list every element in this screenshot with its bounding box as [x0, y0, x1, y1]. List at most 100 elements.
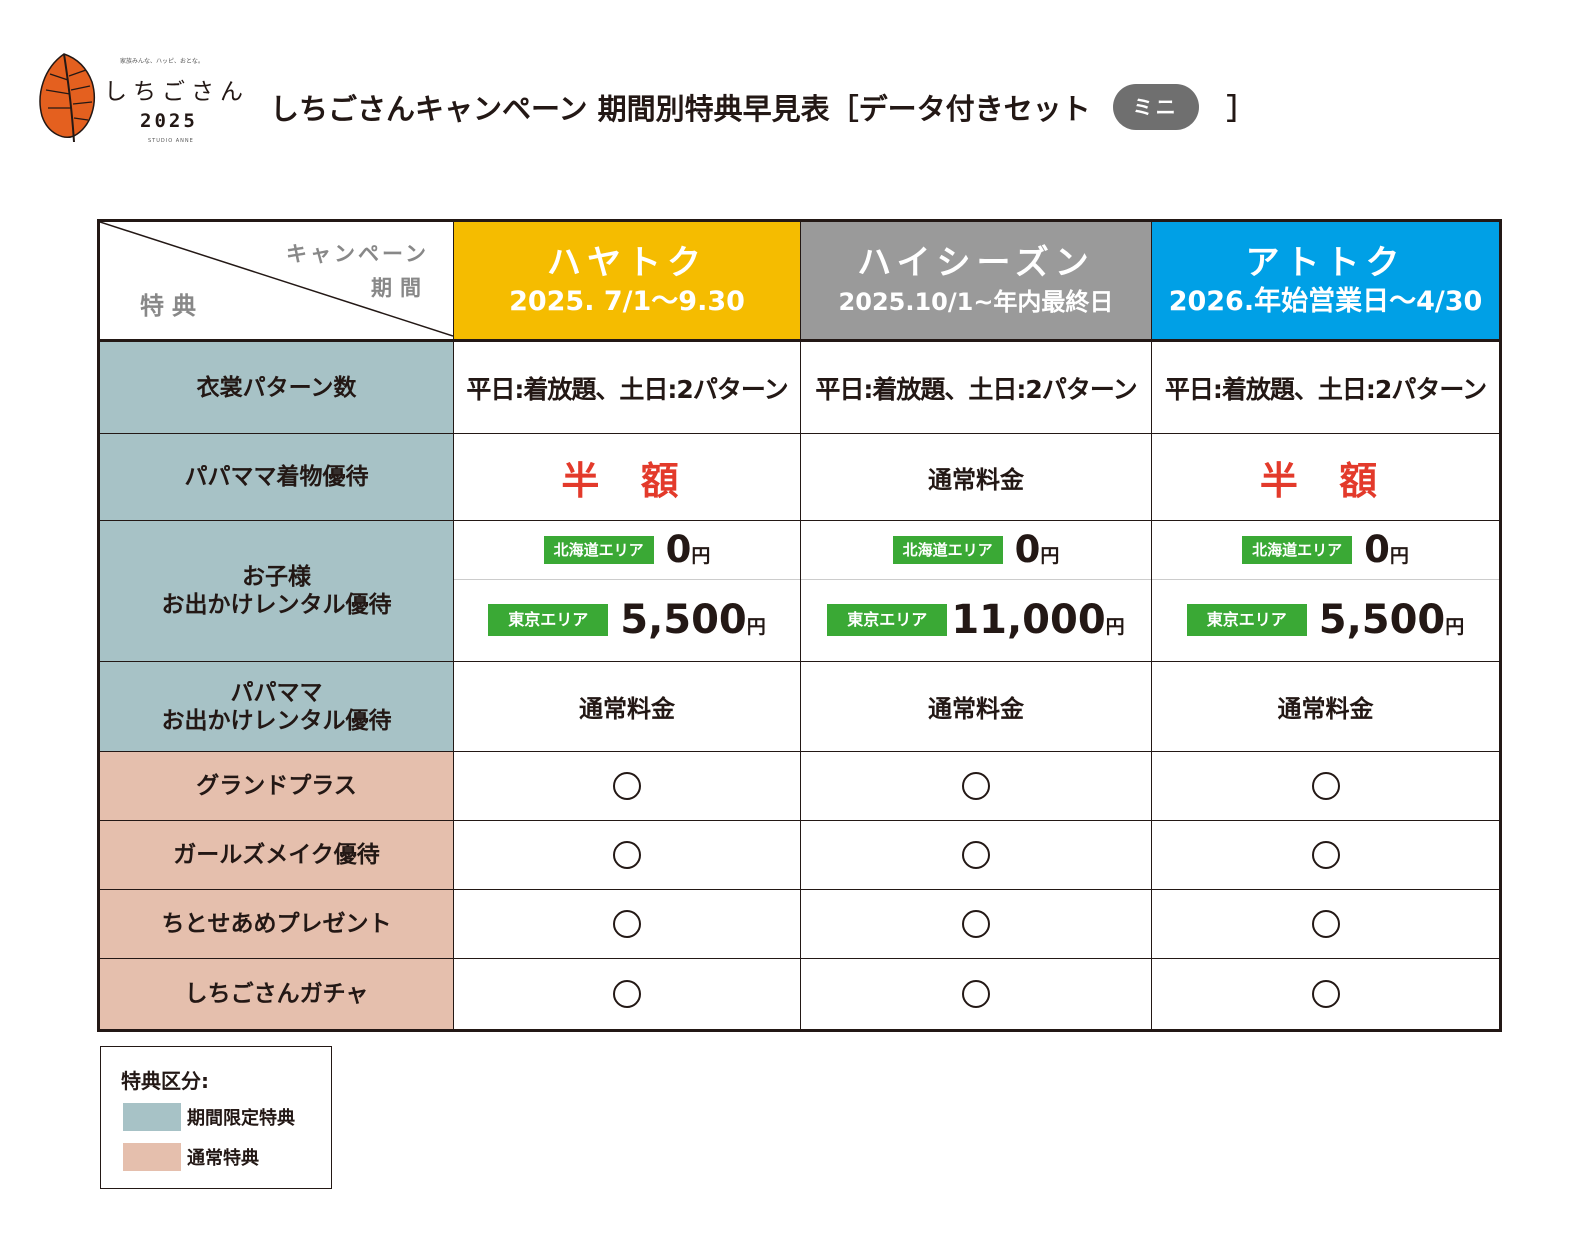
- tokyo-price: 東京エリア 5,500円: [454, 578, 800, 661]
- campaign-atotoku: アトトク 2026.年始営業日～4/30: [1151, 222, 1499, 339]
- table-row-parents-rental: パパママ お出かけレンタル優待 通常料金 通常料金 通常料金: [100, 661, 1499, 751]
- hokkaido-price: 北海道エリア 0円: [801, 521, 1151, 579]
- legend-label: 通常特典: [187, 1148, 259, 1169]
- row-label: 衣裳パターン数: [100, 342, 453, 433]
- circle-mark-icon: [1311, 841, 1340, 869]
- table-row-grand-plus: グランドプラス: [100, 751, 1499, 820]
- table-cell: 平日:着放題、土日:2パターン: [1151, 342, 1499, 433]
- row-label: パパママ着物優待: [100, 434, 453, 520]
- table-cell: [453, 821, 800, 889]
- hokkaido-area-tag: 北海道エリア: [1242, 535, 1353, 564]
- table-row-gacha: しちごさんガチャ: [100, 958, 1499, 1029]
- table-cell: [453, 752, 800, 820]
- circle-mark-icon: [613, 980, 641, 1008]
- circle-mark-icon: [613, 910, 641, 938]
- row-label-line: パパママ: [230, 679, 323, 706]
- table-row-chitose: ちとせあめプレゼント: [100, 889, 1499, 958]
- campaign-period: 2025.10/1~年内最終日: [838, 287, 1114, 316]
- diagonal-line: [100, 222, 453, 337]
- circle-mark-icon: [1311, 772, 1340, 800]
- circle-mark-icon: [1311, 910, 1340, 938]
- page-title: しちごさんキャンペーン 期間別特典早見表［データ付きセット ミニ ］: [270, 82, 1256, 132]
- row-label-line: お子様: [242, 564, 311, 590]
- table-cell: 北海道エリア 0円 東京エリア 5,500円: [453, 521, 800, 661]
- price-amount: 0円: [1014, 528, 1060, 572]
- corner-benefit-label: 特典: [140, 292, 204, 320]
- table-cell: [800, 959, 1151, 1029]
- table-cell: [1151, 821, 1499, 889]
- hokkaido-area-tag: 北海道エリア: [543, 535, 654, 564]
- campaign-highseason: ハイシーズン 2025.10/1~年内最終日: [800, 222, 1151, 339]
- price-amount: 5,500円: [1318, 597, 1465, 644]
- tokyo-area-tag: 東京エリア: [1186, 604, 1307, 637]
- table-cell: [1151, 959, 1499, 1029]
- circle-mark-icon: [962, 772, 990, 800]
- table-cell: [1151, 752, 1499, 820]
- half-price: 半 額: [1151, 434, 1499, 520]
- table-cell: 北海道エリア 0円 東京エリア 5,500円: [1151, 521, 1499, 661]
- corner-period-label: 期間: [371, 276, 429, 300]
- table-cell: 通常料金: [453, 662, 800, 751]
- row-label: ちとせあめプレゼント: [100, 890, 453, 958]
- row-label: ガールズメイク優待: [100, 821, 453, 889]
- table-row-parents-kimono: パパママ着物優待 半 額 通常料金 半 額: [100, 433, 1499, 520]
- campaign-name: アトトク: [1245, 242, 1406, 283]
- tokyo-price: 東京エリア 11,000円: [801, 578, 1151, 661]
- table-row-child-rental: お子様 お出かけレンタル優待 北海道エリア 0円 東京エリア 5,500円 北海…: [100, 520, 1499, 661]
- circle-mark-icon: [962, 980, 990, 1008]
- table-cell: [800, 890, 1151, 958]
- benefit-table: キャンペーン 期間 特典 ハヤトク 2025. 7/1～9.30 ハイシーズン …: [97, 219, 1502, 1032]
- logo-subtext: STUDIO ANNE: [148, 138, 194, 144]
- legend: 特典区分: 期間限定特典 通常特典: [100, 1046, 332, 1189]
- table-cell: 通常料金: [1151, 662, 1499, 751]
- tokyo-area-tag: 東京エリア: [827, 604, 948, 637]
- price-amount: 0円: [665, 528, 711, 572]
- campaign-period: 2025. 7/1～9.30: [509, 285, 745, 317]
- logo-name: しちごさん: [104, 79, 249, 105]
- page-title-text: しちごさんキャンペーン 期間別特典早見表［データ付きセット: [270, 92, 1091, 126]
- campaign-name: ハイシーズン: [857, 242, 1095, 283]
- campaign-period: 2026.年始営業日～4/30: [1168, 285, 1483, 317]
- table-cell: [453, 890, 800, 958]
- logo-year: 2025: [140, 110, 198, 132]
- price-amount: 0円: [1364, 528, 1409, 572]
- tokyo-price: 東京エリア 5,500円: [1152, 578, 1499, 661]
- table-cell: [800, 821, 1151, 889]
- table-cell: 通常料金: [800, 434, 1151, 520]
- table-cell: [800, 752, 1151, 820]
- corner-campaign-label: キャンペーン: [286, 242, 429, 266]
- brand-logo: 家族みんな、ハッピ、おとな。 しちごさん 2025 STUDIO ANNE: [34, 50, 243, 150]
- circle-mark-icon: [613, 841, 641, 869]
- circle-mark-icon: [962, 841, 990, 869]
- row-label: お子様 お出かけレンタル優待: [100, 521, 453, 661]
- tokyo-area-tag: 東京エリア: [488, 604, 609, 637]
- legend-item-limited: 期間限定特典: [123, 1103, 295, 1131]
- table-cell: 通常料金: [800, 662, 1151, 751]
- legend-label: 期間限定特典: [187, 1108, 295, 1129]
- price-amount: 5,500円: [620, 597, 766, 644]
- circle-mark-icon: [1311, 980, 1340, 1008]
- row-label: パパママ お出かけレンタル優待: [100, 662, 453, 751]
- mini-badge: ミニ: [1112, 84, 1199, 130]
- table-row-girls-make: ガールズメイク優待: [100, 820, 1499, 889]
- table-cell: 平日:着放題、土日:2パターン: [453, 342, 800, 433]
- circle-mark-icon: [962, 910, 990, 938]
- campaign-name: ハヤトク: [547, 242, 707, 283]
- logo-tagline: 家族みんな、ハッピ、おとな。: [120, 58, 204, 65]
- table-cell: 北海道エリア 0円 東京エリア 11,000円: [800, 521, 1151, 661]
- table-cell: [453, 959, 800, 1029]
- circle-mark-icon: [613, 772, 641, 800]
- campaign-hayatoku: ハヤトク 2025. 7/1～9.30: [453, 222, 800, 339]
- hokkaido-area-tag: 北海道エリア: [892, 535, 1003, 564]
- row-label-line: お出かけレンタル優待: [161, 707, 392, 734]
- row-label-line: お出かけレンタル優待: [161, 592, 392, 618]
- legend-item-regular: 通常特典: [123, 1143, 259, 1171]
- table-row-costume: 衣裳パターン数 平日:着放題、土日:2パターン 平日:着放題、土日:2パターン …: [100, 342, 1499, 433]
- title-bracket: ］: [1226, 92, 1256, 126]
- table-cell: 平日:着放題、土日:2パターン: [800, 342, 1151, 433]
- legend-swatch: [123, 1143, 181, 1171]
- legend-title: 特典区分:: [121, 1069, 209, 1093]
- table-header-row: キャンペーン 期間 特典 ハヤトク 2025. 7/1～9.30 ハイシーズン …: [100, 222, 1499, 342]
- half-price: 半 額: [453, 434, 800, 520]
- corner-cell: キャンペーン 期間 特典: [100, 222, 453, 339]
